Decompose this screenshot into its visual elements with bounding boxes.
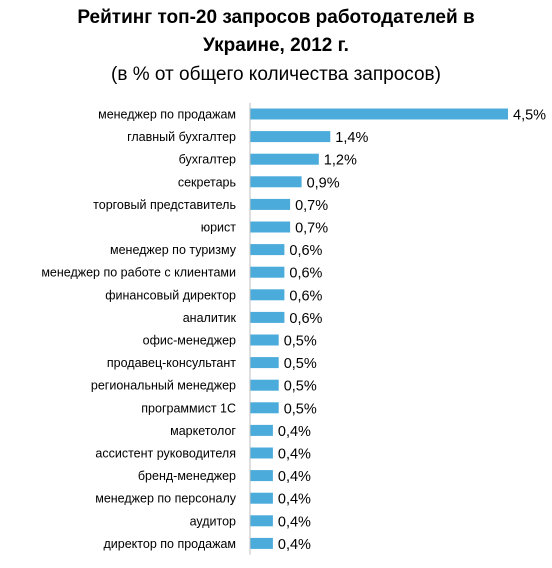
value-label: 0,6% (289, 266, 322, 282)
value-label: 0,7% (295, 221, 328, 237)
value-label: 0,4% (278, 424, 311, 440)
value-label: 0,9% (307, 175, 340, 191)
value-label: 0,4% (278, 514, 311, 530)
category-label: менеджер по продажам (98, 108, 236, 122)
value-label: 0,4% (278, 447, 311, 463)
bar (250, 244, 285, 256)
bar (250, 131, 331, 143)
chart-title-line-2: Украине, 2012 г. (203, 35, 349, 56)
bars-layer (250, 108, 508, 549)
bar (250, 289, 285, 301)
bar (250, 470, 273, 482)
category-label: секретарь (178, 175, 236, 189)
chart-subtitle: (в % от общего количества запросов) (111, 64, 441, 85)
category-label: офис-менеджер (143, 334, 236, 348)
chart-title-block: Рейтинг топ-20 запросов работодателей в … (0, 4, 552, 90)
bar (250, 402, 279, 414)
bar (250, 266, 285, 278)
bar (250, 492, 273, 504)
category-label: бухгалтер (179, 153, 236, 167)
bar (250, 198, 291, 210)
value-label: 0,5% (284, 379, 317, 395)
category-label: финансовый директор (105, 288, 236, 302)
category-label: менеджер по работе с клиентами (41, 266, 236, 280)
category-label: менеджер по туризму (110, 243, 237, 257)
value-label: 1,4% (335, 130, 368, 146)
value-label: 0,4% (278, 537, 311, 553)
value-label: 0,6% (289, 288, 322, 304)
bar (250, 515, 273, 527)
value-labels-layer: 4,5% 1,4% 1,2% 0,9% 0,7% 0,7% 0,6% 0,6% 0,6% 0,6%… (278, 108, 546, 553)
bar (250, 153, 319, 165)
category-label: торговый представитель (93, 198, 236, 212)
bar (250, 334, 279, 346)
bar (250, 447, 273, 459)
category-label: региональный менеджер (91, 379, 236, 393)
value-label: 0,5% (284, 356, 317, 372)
category-label: директор по продажам (104, 537, 237, 551)
value-label: 0,5% (284, 401, 317, 417)
value-label: 0,6% (289, 243, 322, 259)
value-label: 0,4% (278, 492, 311, 508)
bar (250, 379, 279, 391)
value-label: 4,5% (513, 108, 546, 124)
bar (250, 424, 273, 436)
value-label: 1,2% (324, 153, 357, 169)
category-label: юрист (201, 221, 237, 235)
value-label: 0,6% (289, 311, 322, 327)
category-label: программист 1С (141, 401, 236, 415)
category-label: менеджер по персоналу (95, 492, 237, 506)
value-label: 0,7% (295, 198, 328, 214)
bar (250, 357, 279, 369)
category-label: ассистент руководителя (95, 447, 236, 461)
bar (250, 221, 291, 233)
category-label: маркетолог (170, 424, 236, 438)
category-labels-layer: менеджер по продажам главный бухгалтер бух… (41, 108, 236, 551)
bar (250, 108, 508, 120)
bar (250, 537, 273, 549)
category-label: главный бухгалтер (127, 130, 236, 144)
category-label: бренд-менеджер (138, 469, 236, 483)
category-label: аналитик (183, 311, 237, 325)
category-label: продавец-консультант (107, 356, 236, 370)
value-label: 0,5% (284, 334, 317, 350)
category-label: аудитор (190, 514, 236, 528)
bar (250, 311, 285, 323)
bar (250, 176, 302, 188)
value-label: 0,4% (278, 469, 311, 485)
chart-title-line-1: Рейтинг топ-20 запросов работодателей в (77, 7, 475, 28)
